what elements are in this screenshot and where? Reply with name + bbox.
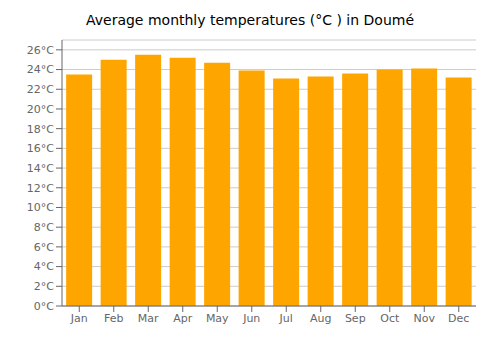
svg-text:2°C: 2°C <box>34 280 54 293</box>
svg-text:24°C: 24°C <box>27 63 54 76</box>
svg-text:12°C: 12°C <box>27 182 54 195</box>
svg-text:4°C: 4°C <box>34 260 54 273</box>
svg-text:16°C: 16°C <box>27 142 54 155</box>
svg-text:22°C: 22°C <box>27 83 54 96</box>
svg-text:Mar: Mar <box>138 312 159 325</box>
svg-text:Jun: Jun <box>242 312 260 325</box>
svg-text:Jan: Jan <box>70 312 88 325</box>
svg-text:10°C: 10°C <box>27 201 54 214</box>
svg-text:20°C: 20°C <box>27 103 54 116</box>
svg-text:26°C: 26°C <box>27 44 54 57</box>
svg-text:Aug: Aug <box>310 312 331 325</box>
svg-text:0°C: 0°C <box>34 300 54 313</box>
svg-text:Sep: Sep <box>345 312 366 325</box>
svg-text:18°C: 18°C <box>27 123 54 136</box>
svg-text:14°C: 14°C <box>27 162 54 175</box>
html-text:Average monthly temperatures (: Average monthly temperatures (°C ) in Do… <box>86 12 414 28</box>
svg-text:Dec: Dec <box>448 312 469 325</box>
svg-text:Apr: Apr <box>173 312 193 325</box>
svg-text:6°C: 6°C <box>34 241 54 254</box>
svg-text:Jul: Jul <box>279 312 293 325</box>
svg-text:May: May <box>206 312 229 325</box>
svg-text:Nov: Nov <box>414 312 436 325</box>
svg-text:8°C: 8°C <box>34 221 54 234</box>
svg-text:Feb: Feb <box>104 312 123 325</box>
svg-text:Oct: Oct <box>380 312 400 325</box>
